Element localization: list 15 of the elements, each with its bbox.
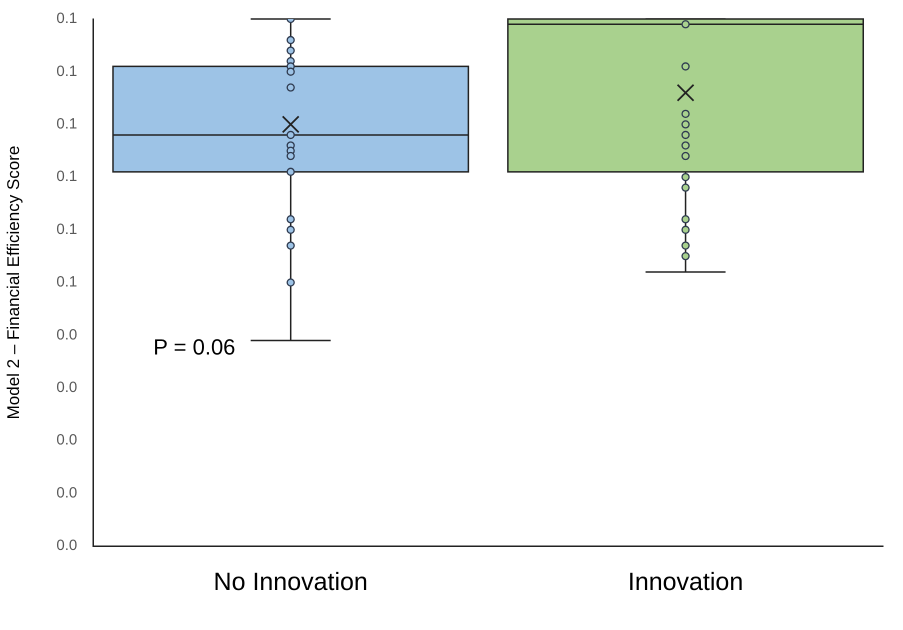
- x-tick-label: No Innovation: [214, 568, 368, 596]
- y-tick-label: 0.1: [56, 274, 78, 291]
- y-axis-title: Model 2 – Financial Efficiency Score: [4, 146, 23, 420]
- y-tick-label: 0.0: [56, 432, 78, 449]
- y-tick-label: 0.1: [56, 168, 78, 186]
- y-tick-label: 0.1: [56, 220, 78, 238]
- x-tick-label: Innovation: [628, 568, 744, 596]
- y-tick-label: 0.1: [56, 62, 78, 80]
- y-tick-label: 0.0: [56, 326, 78, 344]
- y-tick-label: 0.0: [56, 484, 78, 502]
- annotation: P = 0.06: [153, 334, 236, 360]
- y-tick-label: 0.1: [56, 116, 78, 133]
- y-tick-label: 0.0: [56, 379, 78, 396]
- y-tick-label: 0.0: [56, 537, 78, 554]
- y-tick-label: 0.1: [56, 10, 78, 28]
